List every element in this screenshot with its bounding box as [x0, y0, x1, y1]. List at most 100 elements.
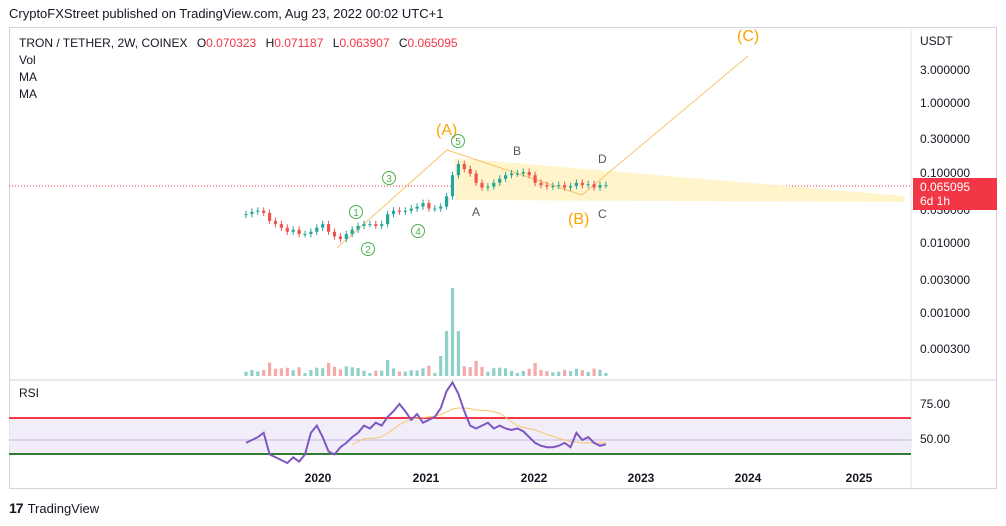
- volume-bar: [250, 369, 254, 376]
- volume-bar: [586, 371, 590, 376]
- volume-bar: [380, 370, 384, 376]
- candle-body: [397, 210, 401, 212]
- candle-body: [445, 196, 449, 207]
- volume-bar: [327, 362, 331, 376]
- volume-bar: [456, 331, 460, 376]
- volume-bar: [498, 367, 502, 376]
- volume-bar: [450, 288, 455, 376]
- volume-bar: [557, 371, 561, 376]
- volume-bar: [315, 367, 319, 376]
- low-value: 0.063907: [339, 36, 390, 50]
- indicator-ma-2[interactable]: MA: [19, 87, 37, 101]
- volume-bar: [492, 368, 496, 376]
- last-price-badge: [913, 178, 997, 210]
- candle-body: [474, 173, 478, 183]
- volume-bar: [539, 370, 543, 376]
- candle-body: [285, 227, 289, 232]
- volume-bar: [509, 370, 514, 376]
- close-value: 0.065095: [407, 36, 458, 50]
- volume-bar: [397, 371, 401, 376]
- candle-countdown: 6d 1h: [920, 194, 950, 208]
- footer-brand[interactable]: 17 TradingView: [9, 500, 99, 516]
- open-label: O: [196, 36, 207, 50]
- volume-bar: [521, 370, 525, 376]
- impulse-marker-2: 2: [361, 242, 375, 256]
- price-tick-8: 0.000300: [920, 342, 970, 356]
- volume-bar: [303, 373, 307, 376]
- volume-bar: [598, 369, 602, 376]
- volume-bar: [427, 365, 431, 376]
- tradingview-logo-icon: 17: [9, 500, 24, 516]
- price-tick-5: 0.010000: [920, 236, 970, 250]
- volume-bar: [568, 371, 573, 376]
- candle-body: [580, 182, 584, 186]
- candle-body: [574, 182, 578, 187]
- candle-body: [563, 185, 567, 188]
- point-b: B: [513, 144, 521, 158]
- volume-bar: [350, 367, 354, 376]
- open-value: 0.070323: [206, 36, 257, 50]
- time-tick-2024: 2024: [735, 471, 762, 485]
- volume-bar: [545, 371, 549, 376]
- indicator-ma-1[interactable]: MA: [19, 70, 37, 84]
- candle-body: [362, 224, 366, 226]
- volume-bar: [533, 362, 537, 376]
- point-c: C: [598, 207, 607, 221]
- candle-body: [604, 185, 608, 187]
- volume-bar: [332, 366, 337, 376]
- volume-bar: [356, 367, 360, 376]
- candle-body: [527, 172, 531, 176]
- volume-bar: [297, 367, 301, 376]
- wave-label-b: (B): [568, 211, 589, 228]
- svg-text:1: 1: [353, 208, 359, 219]
- candle-body: [515, 173, 519, 175]
- candle-body: [521, 172, 525, 174]
- volume-bar: [368, 373, 372, 376]
- time-tick-2020: 2020: [305, 471, 332, 485]
- volume-bar: [592, 368, 596, 376]
- rsi-label[interactable]: RSI: [19, 386, 40, 400]
- volume-bar: [262, 370, 266, 376]
- candle-body: [356, 225, 360, 230]
- volume-bar: [403, 371, 407, 376]
- candle-body: [492, 182, 496, 187]
- rsi-tick-75: 75.00: [920, 397, 950, 411]
- candle-body: [509, 173, 514, 176]
- volume-bar: [433, 373, 437, 376]
- wave-label-a: (A): [436, 122, 457, 139]
- volume-bar: [468, 367, 472, 376]
- volume-bar: [244, 371, 248, 376]
- candle-body: [291, 229, 295, 232]
- volume-bar: [285, 367, 289, 376]
- volume-bar: [256, 371, 260, 376]
- candle-body: [433, 208, 437, 210]
- impulse-marker-4: 4: [411, 224, 425, 238]
- volume-bar: [515, 373, 519, 376]
- candle-body: [427, 203, 431, 209]
- indicator-vol[interactable]: Vol: [19, 53, 36, 67]
- volume-bar: [415, 370, 419, 376]
- volume-bar: [391, 368, 396, 376]
- volume-bar: [504, 368, 508, 376]
- candle-body: [368, 224, 372, 226]
- publisher-note: CryptoFXStreet published on TradingView.…: [9, 6, 444, 21]
- candle-body: [415, 206, 419, 209]
- volume-bar: [551, 372, 555, 376]
- candle-body: [551, 186, 555, 188]
- svg-text:3: 3: [386, 174, 392, 185]
- volume-bar: [574, 368, 578, 376]
- volume-bar: [268, 362, 272, 376]
- candle-body: [262, 210, 266, 213]
- wave-label-c: (C): [737, 28, 759, 45]
- high-value: 0.071187: [274, 36, 324, 50]
- time-tick-2021: 2021: [413, 471, 440, 485]
- candle-body: [421, 203, 425, 207]
- candle-body: [557, 185, 561, 187]
- candle-body: [450, 175, 455, 197]
- volume-bar: [563, 369, 567, 376]
- symbol-row[interactable]: TRON / TETHER, 2W, COINEX O0.070323 H0.0…: [19, 35, 458, 52]
- candle-body: [533, 175, 537, 183]
- candle-body: [539, 182, 543, 186]
- volume-bar: [386, 359, 390, 376]
- volume-bar: [527, 368, 531, 376]
